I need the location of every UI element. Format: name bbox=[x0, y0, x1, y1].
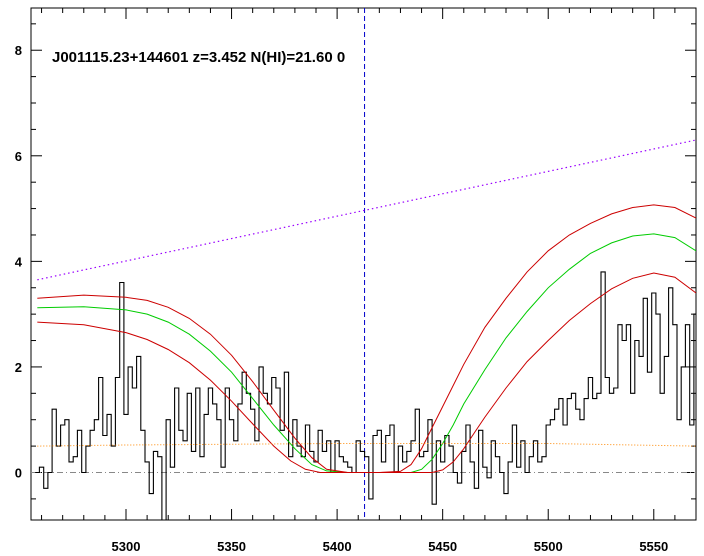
continuum-line bbox=[37, 139, 696, 281]
x-tick-label: 5350 bbox=[217, 539, 246, 554]
x-tick-label: 5400 bbox=[323, 539, 352, 554]
y-tick-label: 6 bbox=[15, 149, 22, 164]
model-fit-line bbox=[37, 233, 696, 473]
model-upper-line bbox=[37, 204, 696, 473]
y-tick-label: 8 bbox=[15, 43, 22, 58]
x-tick-label: 5500 bbox=[534, 539, 563, 554]
y-tick-label: 0 bbox=[15, 465, 22, 480]
chart-title: J001115.23+144601 z=3.452 N(HI)=21.60 0 bbox=[52, 49, 345, 66]
plot-frame bbox=[30, 7, 697, 521]
x-tick-label: 5550 bbox=[639, 539, 668, 554]
model-lower-line bbox=[37, 272, 696, 473]
y-tick-label: 2 bbox=[15, 360, 22, 375]
plot-area bbox=[31, 8, 696, 520]
x-tick-label: 5300 bbox=[112, 539, 141, 554]
y-tick-label: 4 bbox=[15, 254, 23, 269]
flux-spectrum-line bbox=[35, 271, 696, 520]
error-line bbox=[37, 443, 696, 447]
x-tick-label: 5450 bbox=[428, 539, 457, 554]
axis-ticks: 0 2 4 6 8 5300 5350 5400 5450 5500 5550 bbox=[15, 8, 697, 554]
